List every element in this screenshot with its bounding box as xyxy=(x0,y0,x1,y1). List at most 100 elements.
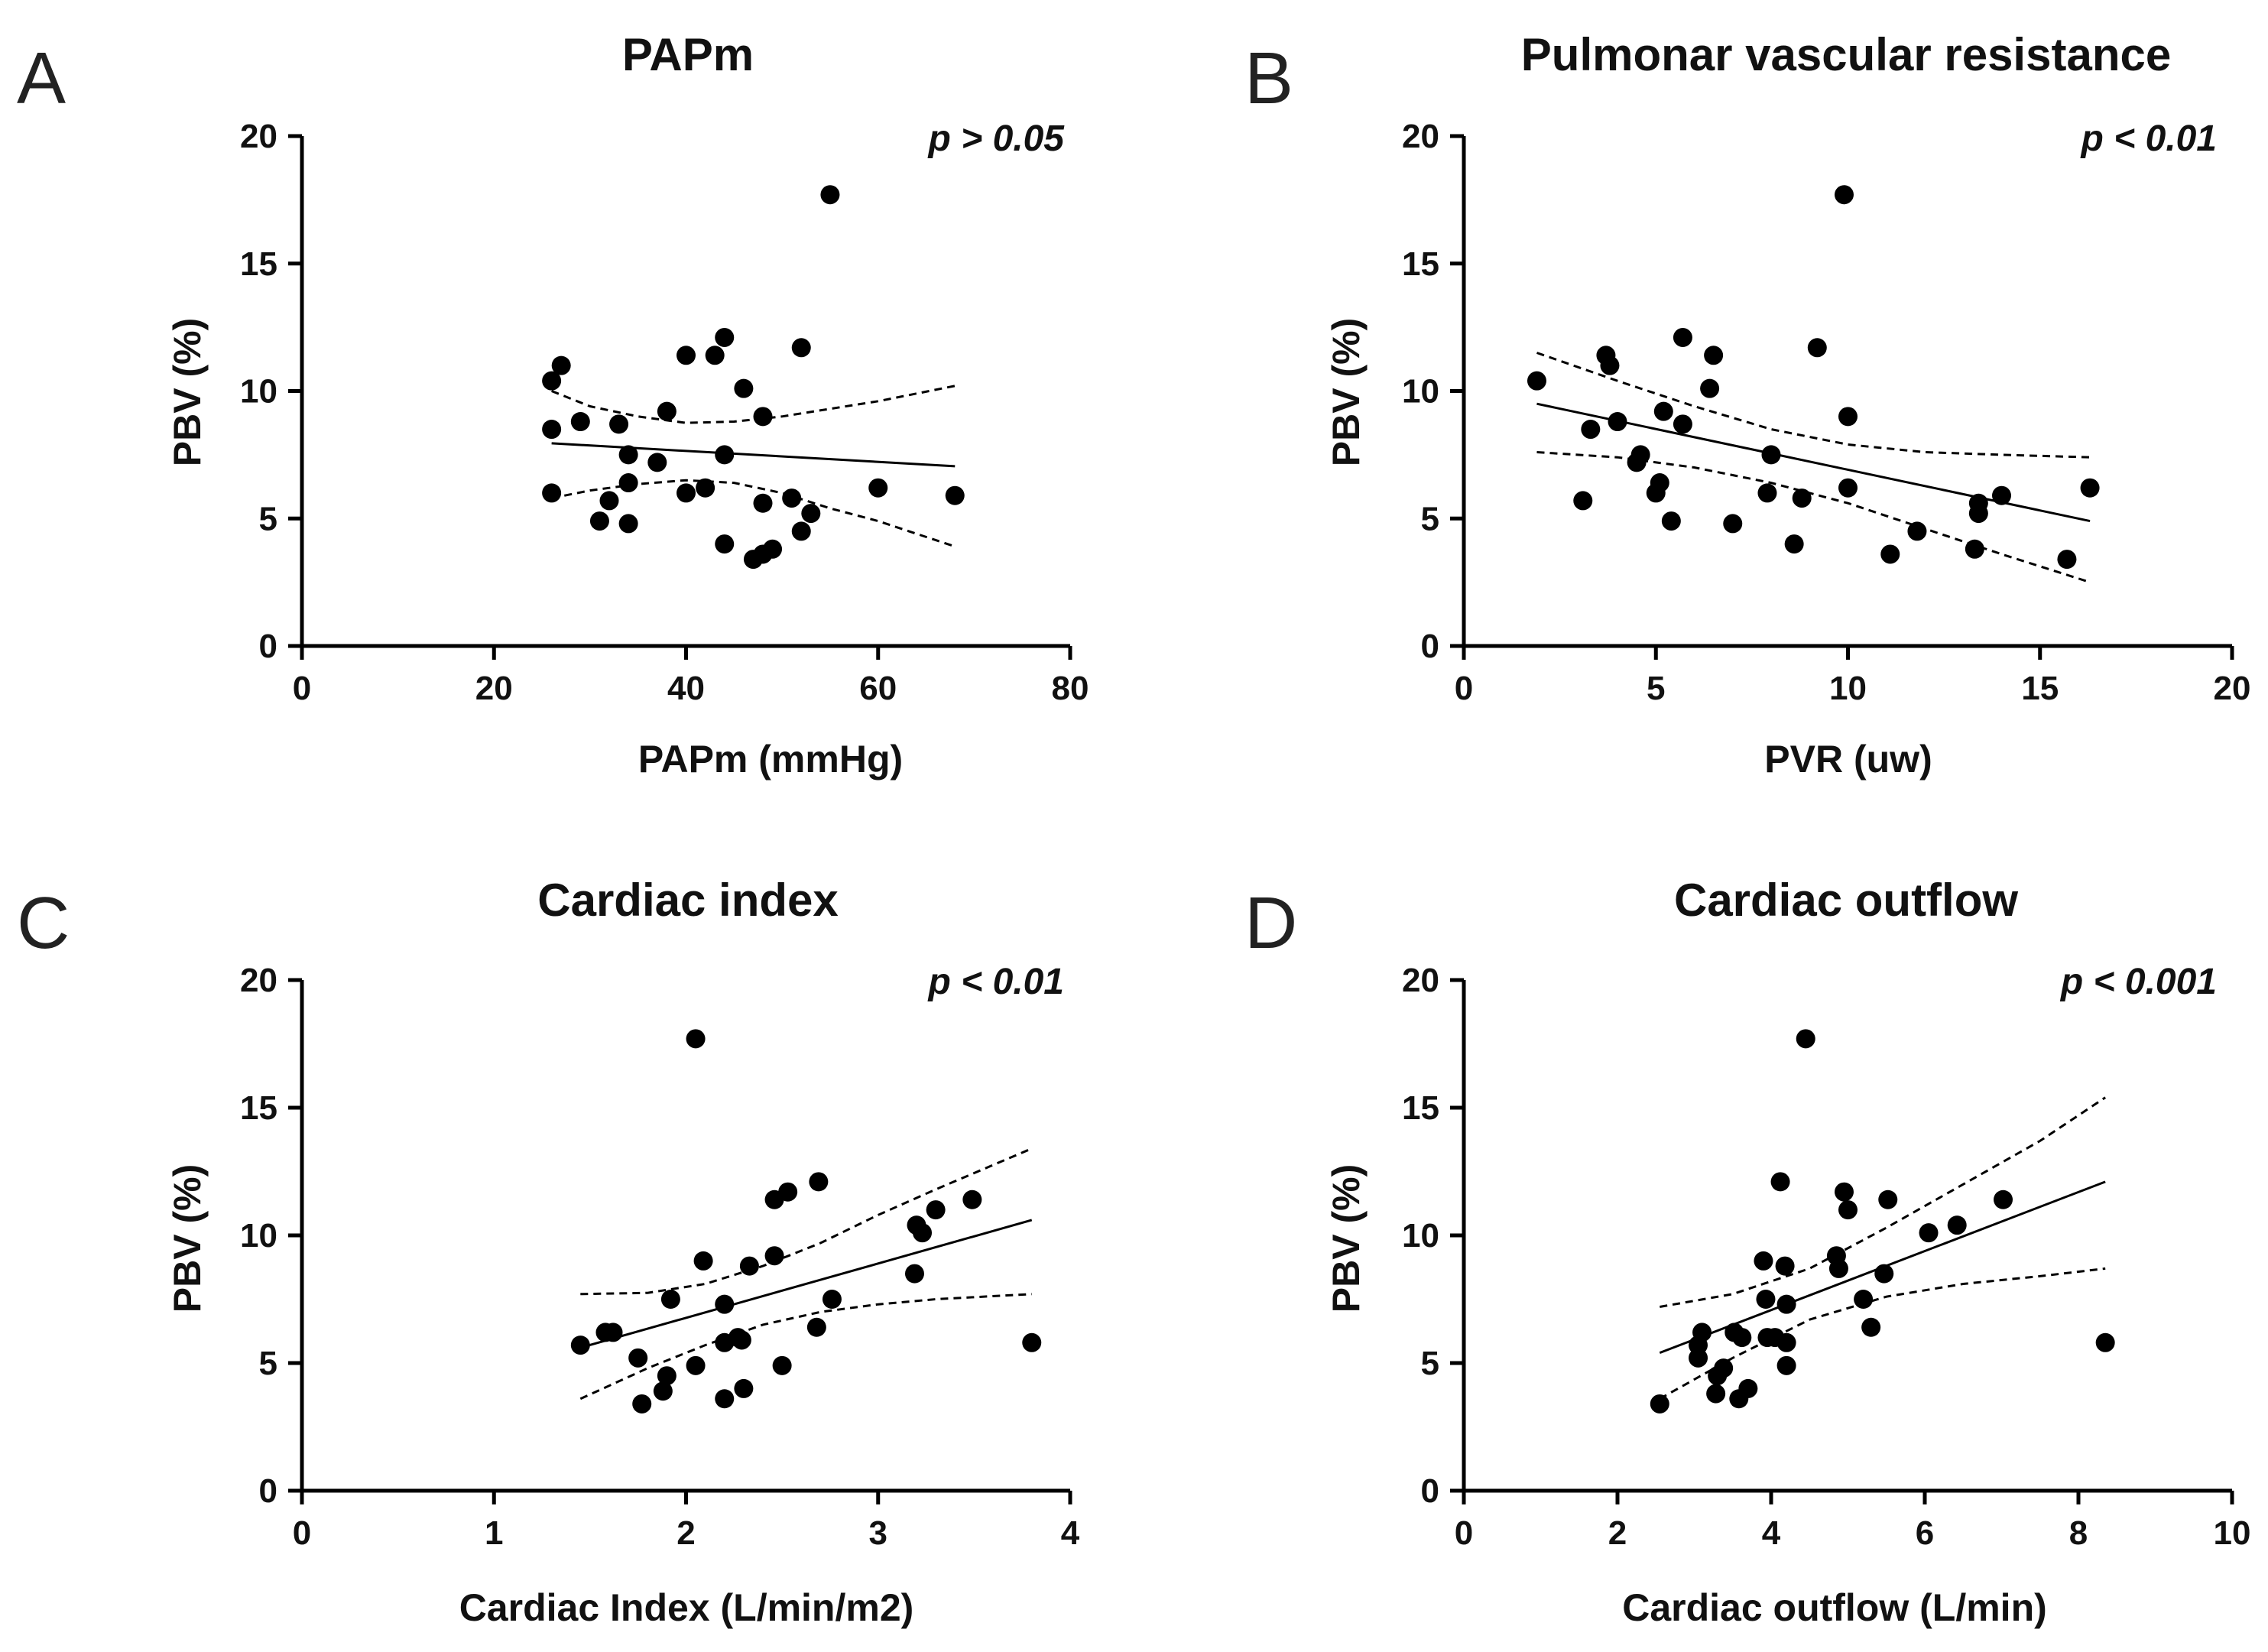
x-tick-label: 8 xyxy=(2069,1514,2088,1552)
data-point xyxy=(913,1223,933,1243)
data-point xyxy=(1573,491,1593,511)
data-point xyxy=(820,185,840,205)
y-tick-label: 10 xyxy=(1402,1217,1439,1254)
data-point xyxy=(1947,1215,1967,1235)
data-point xyxy=(647,453,667,472)
x-tick-label: 80 xyxy=(1052,670,1089,707)
data-point xyxy=(715,445,735,465)
y-tick-label: 20 xyxy=(240,118,277,155)
data-point xyxy=(764,1246,784,1266)
data-point xyxy=(653,1381,673,1401)
y-tick-label: 0 xyxy=(259,628,277,665)
ci-lower-line xyxy=(1659,1267,2106,1400)
data-point xyxy=(1689,1348,1708,1368)
p-value-annotation: p < 0.001 xyxy=(2059,962,2217,1002)
data-point xyxy=(806,1317,826,1337)
y-tick-label: 20 xyxy=(1402,118,1439,155)
data-point xyxy=(1527,371,1546,391)
data-point xyxy=(801,504,821,524)
data-point xyxy=(2057,550,2077,570)
data-point xyxy=(868,478,888,498)
x-tick-label: 6 xyxy=(1916,1514,1934,1552)
data-point xyxy=(1673,414,1692,434)
x-axis-label: PVR (uw) xyxy=(1764,738,1932,781)
y-tick-label: 20 xyxy=(1402,962,1439,999)
data-point xyxy=(1828,1258,1848,1278)
ci-upper-line xyxy=(580,1147,1033,1296)
x-tick-label: 4 xyxy=(1762,1514,1781,1552)
data-point xyxy=(778,1182,798,1202)
ci-upper-line xyxy=(1660,1096,2107,1308)
data-point xyxy=(589,511,609,531)
data-point xyxy=(542,371,562,391)
x-axis-label: PAPm (mmHg) xyxy=(638,738,903,781)
data-point xyxy=(1723,514,1743,534)
y-tick-label: 15 xyxy=(240,245,277,283)
data-point xyxy=(677,346,696,365)
data-point xyxy=(696,478,715,498)
data-point xyxy=(715,1389,735,1409)
y-tick-label: 10 xyxy=(240,373,277,411)
data-point xyxy=(732,1330,751,1350)
data-point xyxy=(1776,1294,1796,1314)
data-point xyxy=(1838,478,1858,498)
data-point xyxy=(1704,346,1724,365)
data-point xyxy=(1754,1251,1773,1271)
y-tick-label: 5 xyxy=(1421,500,1439,537)
data-point xyxy=(962,1190,982,1209)
y-tick-label: 15 xyxy=(240,1089,277,1127)
x-tick-label: 15 xyxy=(2021,670,2059,707)
data-point xyxy=(1874,1264,1894,1284)
data-point xyxy=(693,1251,713,1271)
data-point xyxy=(609,414,629,434)
data-point xyxy=(1761,445,1781,465)
data-point xyxy=(1757,483,1777,503)
data-point xyxy=(657,401,677,421)
data-point xyxy=(705,346,725,365)
data-point xyxy=(1706,1384,1726,1404)
y-tick-label: 5 xyxy=(259,1345,277,1382)
data-point xyxy=(542,420,562,440)
x-axis-label: Cardiac outflow (L/min) xyxy=(1622,1586,2047,1629)
data-point xyxy=(1854,1290,1874,1309)
x-tick-label: 40 xyxy=(667,670,705,707)
data-point xyxy=(618,445,638,465)
ci-lower-line xyxy=(551,479,956,548)
data-point xyxy=(904,1264,924,1284)
y-axis-label: PBV (%) xyxy=(166,1164,209,1313)
data-point xyxy=(1907,521,1927,541)
panel-title: PAPm xyxy=(622,29,754,80)
y-axis-label: PBV (%) xyxy=(1325,318,1368,466)
ci-upper-line xyxy=(551,385,956,424)
panel-letter: B xyxy=(1244,37,1293,119)
data-point xyxy=(715,534,735,554)
data-point xyxy=(2095,1332,2115,1352)
data-point xyxy=(1784,534,1804,554)
y-tick-label: 0 xyxy=(259,1472,277,1510)
panel-c: C Cardiac index p < 0.01 Cardiac Index (… xyxy=(17,875,1080,1629)
x-tick-label: 5 xyxy=(1647,670,1665,707)
data-point xyxy=(1630,445,1650,465)
data-point xyxy=(1834,185,1854,205)
data-point xyxy=(1581,420,1601,440)
panel-title: Pulmonar vascular resistance xyxy=(1521,29,2171,80)
data-point xyxy=(1653,401,1673,421)
data-point xyxy=(551,355,571,375)
x-axis-label: Cardiac Index (L/min/m2) xyxy=(459,1586,914,1629)
data-point xyxy=(1776,1332,1796,1352)
y-tick-label: 15 xyxy=(1402,245,1439,283)
x-tick-label: 0 xyxy=(293,1514,311,1552)
data-point xyxy=(1770,1172,1790,1192)
p-value-annotation: p < 0.01 xyxy=(927,962,1064,1002)
data-point xyxy=(632,1394,652,1413)
data-point xyxy=(1919,1223,1939,1243)
data-point xyxy=(1965,539,1984,559)
data-point xyxy=(570,1336,590,1355)
data-point xyxy=(715,327,735,347)
panel-title: Cardiac outflow xyxy=(1674,875,2018,926)
data-point xyxy=(1838,1200,1858,1220)
y-tick-label: 5 xyxy=(1421,1345,1439,1382)
data-point xyxy=(1600,355,1620,375)
panel-letter: D xyxy=(1244,882,1297,964)
data-point xyxy=(628,1348,648,1368)
